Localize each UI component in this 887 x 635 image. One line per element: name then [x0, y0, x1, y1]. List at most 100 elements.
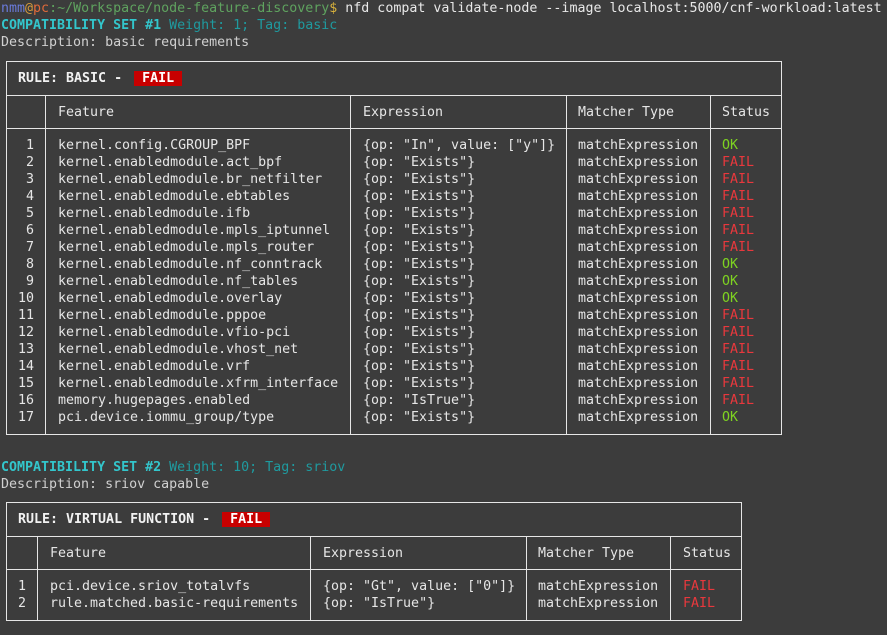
set-title: COMPATIBILITY SET #1: [1, 18, 162, 33]
column-divider: [310, 537, 311, 620]
cell-status: FAIL: [722, 359, 755, 374]
cell-status: FAIL: [722, 325, 755, 340]
cell-expression: {op: "Exists"}: [363, 291, 476, 306]
column-header-expression: Expression: [363, 105, 444, 120]
cell-feature: kernel.enabledmodule.nf_tables: [58, 274, 299, 289]
column-header-row: [7, 96, 781, 129]
set-title: COMPATIBILITY SET #2: [1, 460, 162, 475]
cell-row-number: 13: [17, 342, 34, 357]
cell-row-number: 7: [25, 240, 34, 255]
cell-feature: memory.hugepages.enabled: [58, 393, 251, 408]
column-header-feature: Feature: [50, 546, 107, 561]
cell-row-number: 1: [17, 579, 26, 594]
cell-feature: pci.device.iommu_group/type: [58, 410, 275, 425]
cell-expression: {op: "Exists"}: [363, 376, 476, 391]
cell-status: FAIL: [722, 189, 755, 204]
column-divider: [350, 96, 351, 434]
column-header-feature: Feature: [58, 105, 115, 120]
cell-feature: kernel.enabledmodule.mpls_iptunnel: [58, 223, 331, 238]
prompt-at: @: [25, 1, 34, 16]
cell-matcher-type: matchExpression: [538, 579, 659, 594]
cell-row-number: 5: [25, 206, 34, 221]
column-divider: [566, 96, 567, 434]
prompt-sep: :: [49, 1, 58, 16]
cell-expression: {op: "Exists"}: [363, 155, 476, 170]
cell-feature: kernel.enabledmodule.xfrm_interface: [58, 376, 339, 391]
column-divider: [526, 537, 527, 620]
cell-status: FAIL: [722, 223, 755, 238]
command-line: nmm@pc:~/Workspace/node-feature-discover…: [1, 0, 882, 17]
cell-status: FAIL: [722, 376, 755, 391]
cell-expression: {op: "Exists"}: [363, 189, 476, 204]
cell-row-number: 15: [17, 376, 34, 391]
cell-matcher-type: matchExpression: [578, 308, 699, 323]
cell-matcher-type: matchExpression: [578, 223, 699, 238]
cell-feature: kernel.config.CGROUP_BPF: [58, 138, 251, 153]
cell-status: FAIL: [722, 206, 755, 221]
cell-status: FAIL: [722, 308, 755, 323]
cell-expression: {op: "Exists"}: [363, 172, 476, 187]
column-header-expression: Expression: [323, 546, 404, 561]
cell-row-number: 12: [17, 325, 34, 340]
cell-feature: kernel.enabledmodule.vhost_net: [58, 342, 299, 357]
cell-feature: kernel.enabledmodule.br_netfilter: [58, 172, 323, 187]
command-text: nfd compat validate-node --image localho…: [337, 1, 882, 16]
cell-matcher-type: matchExpression: [578, 410, 699, 425]
cell-row-number: 4: [25, 189, 34, 204]
cell-matcher-type: matchExpression: [578, 172, 699, 187]
column-header-status: Status: [683, 546, 732, 561]
rule-title: RULE: BASIC - FAIL: [18, 70, 183, 87]
set-meta: Weight: 1; Tag: basic: [161, 18, 338, 33]
cell-status: FAIL: [722, 172, 755, 187]
cell-status: OK: [722, 138, 739, 153]
cell-feature: kernel.enabledmodule.overlay: [58, 291, 283, 306]
cell-matcher-type: matchExpression: [578, 359, 699, 374]
cell-expression: {op: "Exists"}: [363, 342, 476, 357]
cell-status: OK: [722, 410, 739, 425]
cell-expression: {op: "Exists"}: [363, 257, 476, 272]
cell-expression: {op: "In", value: ["y"]}: [363, 138, 556, 153]
cell-feature: kernel.enabledmodule.vfio-pci: [58, 325, 291, 340]
cell-matcher-type: matchExpression: [578, 155, 699, 170]
cell-matcher-type: matchExpression: [578, 257, 699, 272]
cell-expression: {op: "Exists"}: [363, 410, 476, 425]
cell-expression: {op: "Exists"}: [363, 240, 476, 255]
cell-row-number: 9: [25, 274, 34, 289]
prompt-dollar: $: [329, 1, 338, 16]
cell-status: OK: [722, 257, 739, 272]
cell-feature: kernel.enabledmodule.mpls_router: [58, 240, 315, 255]
cell-feature: kernel.enabledmodule.ebtables: [58, 189, 291, 204]
cell-matcher-type: matchExpression: [578, 291, 699, 306]
rule-label: RULE: BASIC -: [18, 71, 131, 86]
set-2-description: Description: sriov capable: [1, 477, 210, 492]
cell-expression: {op: "Exists"}: [363, 274, 476, 289]
column-divider: [45, 96, 46, 434]
cell-feature: rule.matched.basic-requirements: [50, 596, 299, 611]
cell-expression: {op: "Exists"}: [363, 308, 476, 323]
cell-feature: pci.device.sriov_totalvfs: [50, 579, 251, 594]
column-header-status: Status: [722, 105, 771, 120]
rule-header-row: RULE: VIRTUAL FUNCTION - FAIL: [7, 503, 741, 537]
cell-row-number: 11: [17, 308, 34, 323]
cell-status: FAIL: [683, 596, 716, 611]
rule-title: RULE: VIRTUAL FUNCTION - FAIL: [18, 511, 271, 528]
set-meta: Weight: 10; Tag: sriov: [161, 460, 346, 475]
cell-matcher-type: matchExpression: [578, 393, 699, 408]
cell-row-number: 10: [17, 291, 34, 306]
cell-status: FAIL: [722, 393, 755, 408]
prompt-path: ~/Workspace/node-feature-discovery: [57, 1, 330, 16]
cell-row-number: 14: [17, 359, 34, 374]
cell-expression: {op: "IsTrue"}: [323, 596, 436, 611]
rule-status-badge: FAIL: [222, 512, 271, 527]
rule-table-basic: RULE: BASIC - FAIL Feature Expression Match…: [6, 61, 782, 435]
cell-row-number: 1: [25, 138, 34, 153]
cell-matcher-type: matchExpression: [578, 240, 699, 255]
rule-header-row: RULE: BASIC - FAIL: [7, 62, 781, 96]
column-header-matcher-type: Matcher Type: [538, 546, 635, 561]
column-divider: [710, 96, 711, 434]
cell-expression: {op: "IsTrue"}: [363, 393, 476, 408]
set-1-description: Description: basic requirements: [1, 35, 250, 50]
column-header-row: [7, 537, 741, 570]
cell-expression: {op: "Exists"}: [363, 359, 476, 374]
cell-matcher-type: matchExpression: [578, 189, 699, 204]
